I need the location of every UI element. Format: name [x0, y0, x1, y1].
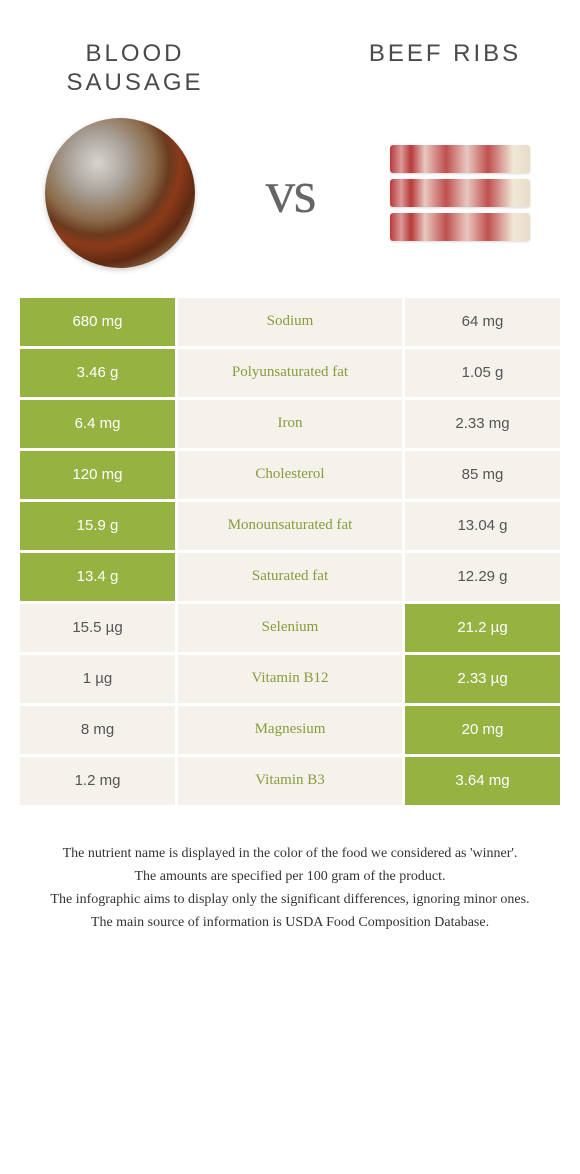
infographic-container: Blood sausage Beef ribs vs 680 mgSodium6… — [0, 0, 580, 955]
titles-row: Blood sausage Beef ribs — [20, 40, 560, 98]
nutrient-row: 6.4 mgIron2.33 mg — [20, 400, 560, 451]
nutrient-name: Cholesterol — [178, 451, 402, 499]
nutrient-name: Monounsaturated fat — [178, 502, 402, 550]
nutrient-name: Iron — [178, 400, 402, 448]
nutrient-name: Vitamin B12 — [178, 655, 402, 703]
footnotes: The nutrient name is displayed in the co… — [20, 843, 560, 933]
left-value: 1.2 mg — [20, 757, 178, 805]
left-value: 6.4 mg — [20, 400, 178, 448]
right-value: 13.04 g — [402, 502, 560, 550]
footnote-line: The amounts are specified per 100 gram o… — [35, 866, 545, 887]
sausage-icon — [45, 118, 195, 268]
right-value: 20 mg — [402, 706, 560, 754]
footnote-line: The infographic aims to display only the… — [35, 889, 545, 910]
nutrient-row: 120 mgCholesterol85 mg — [20, 451, 560, 502]
nutrient-row: 13.4 gSaturated fat12.29 g — [20, 553, 560, 604]
title-right: Beef ribs — [330, 40, 560, 69]
right-value: 21.2 µg — [402, 604, 560, 652]
left-value: 3.46 g — [20, 349, 178, 397]
right-value: 2.33 µg — [402, 655, 560, 703]
nutrient-row: 1 µgVitamin B122.33 µg — [20, 655, 560, 706]
left-value: 15.9 g — [20, 502, 178, 550]
nutrient-row: 8 mgMagnesium20 mg — [20, 706, 560, 757]
nutrient-row: 3.46 gPolyunsaturated fat1.05 g — [20, 349, 560, 400]
nutrient-row: 1.2 mgVitamin B33.64 mg — [20, 757, 560, 808]
right-value: 2.33 mg — [402, 400, 560, 448]
right-value: 1.05 g — [402, 349, 560, 397]
left-value: 15.5 µg — [20, 604, 178, 652]
nutrient-row: 680 mgSodium64 mg — [20, 298, 560, 349]
rib-slice — [390, 213, 530, 241]
nutrient-name: Magnesium — [178, 706, 402, 754]
left-value: 680 mg — [20, 298, 178, 346]
left-value: 8 mg — [20, 706, 178, 754]
left-value: 120 mg — [20, 451, 178, 499]
left-value: 13.4 g — [20, 553, 178, 601]
footnote-line: The nutrient name is displayed in the co… — [35, 843, 545, 864]
rib-slice — [390, 145, 530, 173]
left-food-image — [30, 123, 210, 263]
right-food-image — [370, 123, 550, 263]
left-value: 1 µg — [20, 655, 178, 703]
footnote-line: The main source of information is USDA F… — [35, 912, 545, 933]
title-left: Blood sausage — [20, 40, 250, 98]
nutrient-name: Selenium — [178, 604, 402, 652]
ribs-icon — [390, 145, 530, 241]
nutrient-table: 680 mgSodium64 mg3.46 gPolyunsaturated f… — [20, 298, 560, 808]
vs-label: vs — [265, 158, 314, 227]
right-value: 64 mg — [402, 298, 560, 346]
vs-text: vs — [265, 159, 314, 225]
right-value: 3.64 mg — [402, 757, 560, 805]
nutrient-name: Vitamin B3 — [178, 757, 402, 805]
nutrient-name: Polyunsaturated fat — [178, 349, 402, 397]
rib-slice — [390, 179, 530, 207]
nutrient-name: Saturated fat — [178, 553, 402, 601]
nutrient-name: Sodium — [178, 298, 402, 346]
right-value: 12.29 g — [402, 553, 560, 601]
nutrient-row: 15.5 µgSelenium21.2 µg — [20, 604, 560, 655]
images-row: vs — [20, 123, 560, 263]
right-value: 85 mg — [402, 451, 560, 499]
nutrient-row: 15.9 gMonounsaturated fat13.04 g — [20, 502, 560, 553]
